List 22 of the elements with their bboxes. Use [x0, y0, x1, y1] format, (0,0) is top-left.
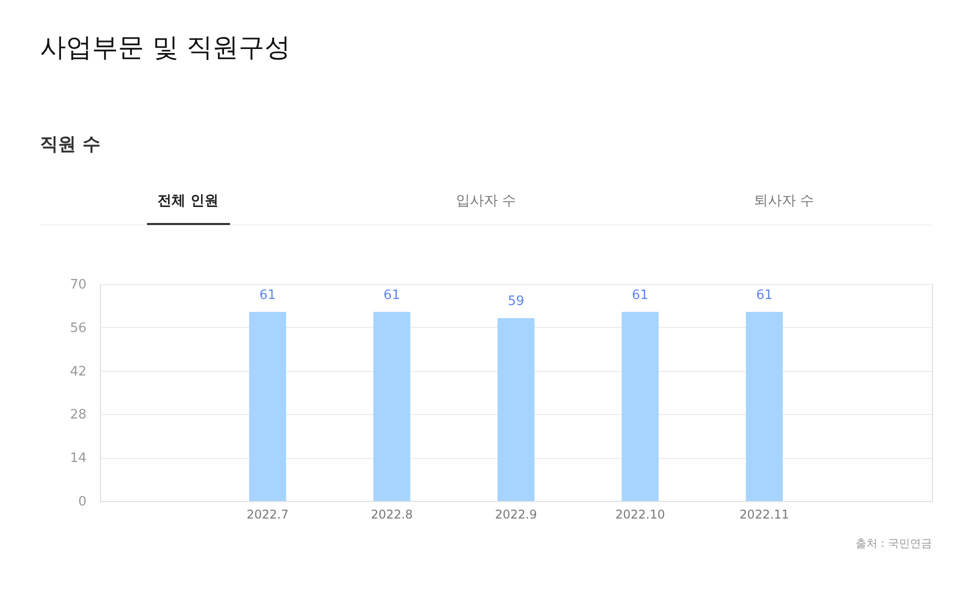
x-tick-label: 2022.7	[246, 508, 289, 522]
x-tick-label: 2022.10	[615, 508, 665, 522]
data-label: 61	[756, 288, 773, 303]
y-tick-label: 14	[70, 451, 86, 466]
y-tick-label: 0	[78, 494, 86, 510]
data-label: 61	[259, 288, 276, 303]
text: 입사자 수	[456, 193, 516, 209]
data-label: 59	[508, 294, 524, 310]
x-tick-label: 2022.8	[370, 508, 413, 522]
y-tick-label: 70	[70, 278, 86, 292]
data-label: 61	[384, 288, 400, 303]
x-tick-label: 2022.9	[495, 508, 537, 522]
chart-subtitle: 직원 수	[40, 134, 100, 155]
text: 퇴사자 수	[754, 193, 814, 209]
chart-title: 사업부문 및 직원구성	[40, 33, 291, 63]
text: 전체 인원	[158, 193, 218, 209]
source-note: 출처 : 국민연금	[855, 537, 932, 550]
y-tick-label: 42	[70, 364, 86, 380]
y-tick-label: 56	[70, 320, 86, 336]
y-tick-label: 28	[70, 408, 86, 423]
data-label: 61	[632, 288, 648, 303]
x-tick-label: 2022.11	[740, 508, 790, 522]
